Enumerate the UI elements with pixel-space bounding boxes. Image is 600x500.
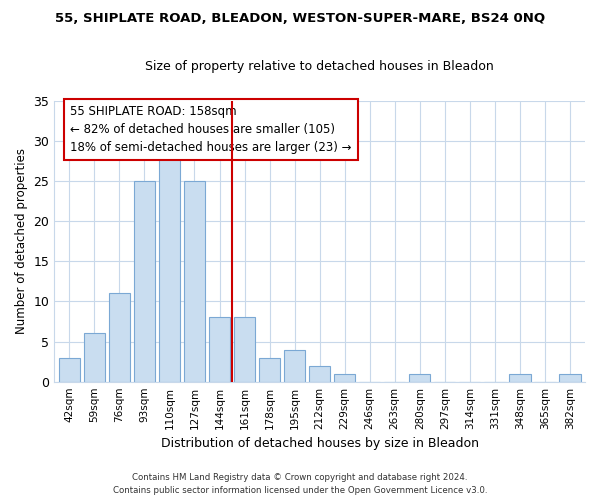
Bar (559, 374, 581, 382)
Bar (309, 366, 330, 382)
Bar (84, 334, 105, 382)
Bar (159, 148, 180, 382)
Bar (184, 181, 205, 382)
Bar (109, 294, 130, 382)
Bar (509, 374, 530, 382)
Title: Size of property relative to detached houses in Bleadon: Size of property relative to detached ho… (145, 60, 494, 73)
Text: 55, SHIPLATE ROAD, BLEADON, WESTON-SUPER-MARE, BS24 0NQ: 55, SHIPLATE ROAD, BLEADON, WESTON-SUPER… (55, 12, 545, 26)
Bar (234, 318, 255, 382)
Bar (59, 358, 80, 382)
Bar (409, 374, 430, 382)
Bar (284, 350, 305, 382)
X-axis label: Distribution of detached houses by size in Bleadon: Distribution of detached houses by size … (161, 437, 479, 450)
Y-axis label: Number of detached properties: Number of detached properties (15, 148, 28, 334)
Bar (334, 374, 355, 382)
Text: 55 SHIPLATE ROAD: 158sqm
← 82% of detached houses are smaller (105)
18% of semi-: 55 SHIPLATE ROAD: 158sqm ← 82% of detach… (70, 105, 352, 154)
Bar (209, 318, 230, 382)
Bar (259, 358, 280, 382)
Bar (134, 181, 155, 382)
Text: Contains HM Land Registry data © Crown copyright and database right 2024.
Contai: Contains HM Land Registry data © Crown c… (113, 474, 487, 495)
